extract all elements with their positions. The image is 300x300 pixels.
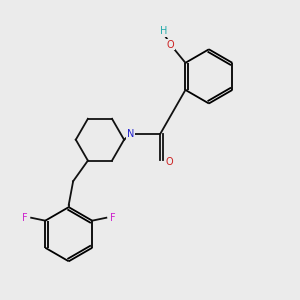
Text: N: N xyxy=(127,129,134,139)
Text: F: F xyxy=(22,213,28,223)
Text: H: H xyxy=(160,26,167,36)
Text: F: F xyxy=(110,213,116,223)
Text: N: N xyxy=(127,129,134,139)
Text: O: O xyxy=(166,157,173,167)
Text: O: O xyxy=(167,40,175,50)
